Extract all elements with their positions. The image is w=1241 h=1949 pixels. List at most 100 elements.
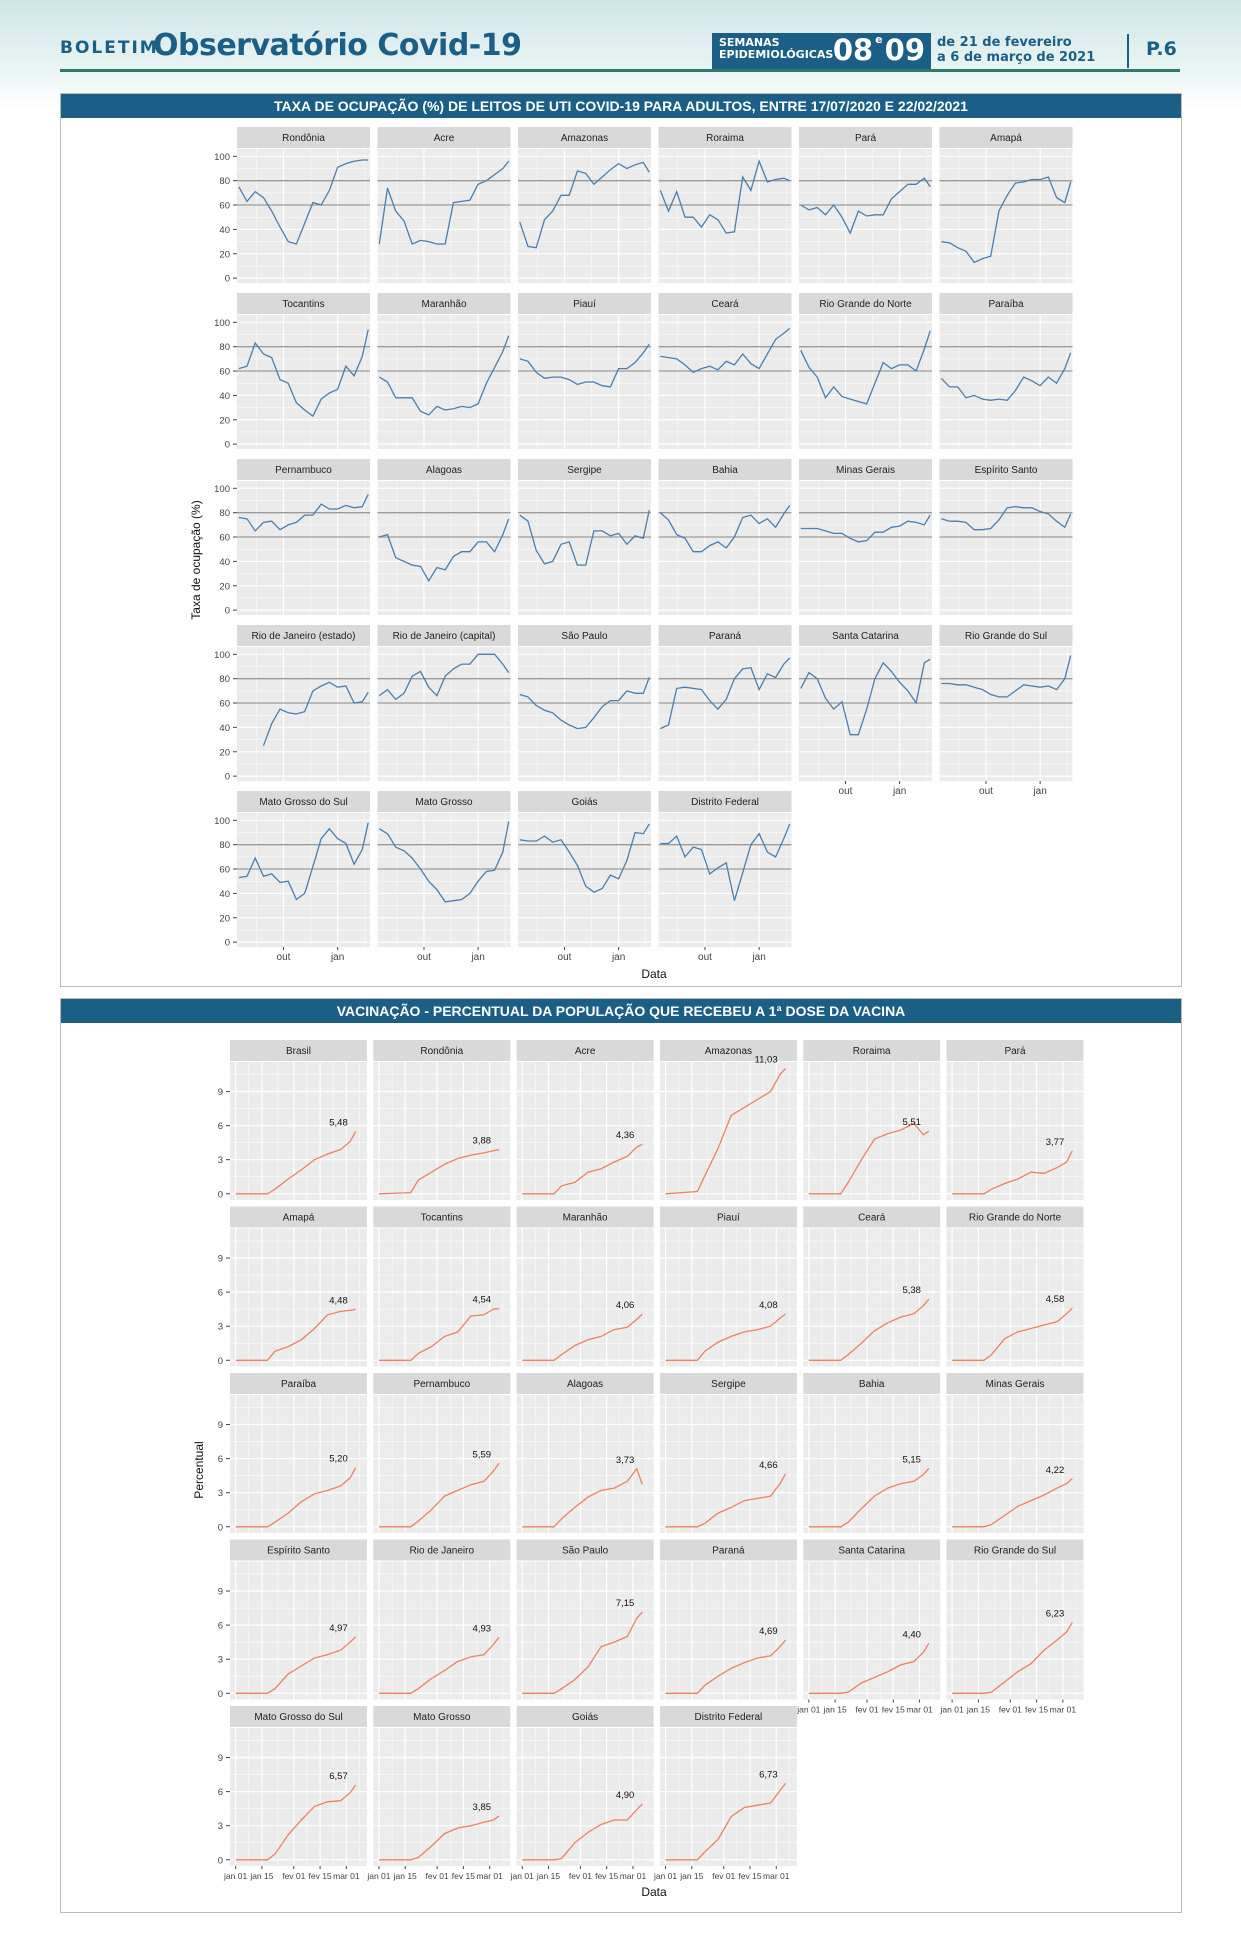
y-tick-label: 3 <box>218 1821 223 1832</box>
vaccination-panel-title: VACINAÇÃO - PERCENTUAL DA POPULAÇÃO QUE … <box>61 999 1181 1023</box>
facet-plot-area <box>518 149 651 283</box>
facet-strip <box>659 1539 797 1561</box>
facet-strip <box>939 293 1073 314</box>
x-tick-label: jan 01 <box>796 1705 820 1715</box>
facet-strip <box>377 293 511 314</box>
facet-plot-area <box>659 1728 797 1866</box>
header-title: Observatório Covid-19 <box>153 28 522 63</box>
data-label: 5,48 <box>329 1118 348 1129</box>
x-tick-label: jan <box>1032 786 1046 797</box>
series-line-par- <box>800 177 931 235</box>
x-tick-label: out <box>698 952 712 963</box>
facet-title: Goiás <box>571 797 597 808</box>
x-tick-label: fev 01 <box>855 1705 878 1715</box>
series-line-esp-rito-santo <box>941 505 1072 531</box>
facet-title: Piauí <box>573 299 596 310</box>
facet-strip <box>658 625 792 646</box>
facet-plot-area <box>799 315 932 449</box>
facet-plot-area <box>803 1395 941 1533</box>
y-tick-label: 0 <box>225 772 230 783</box>
series-line-santa-catarina <box>800 658 931 736</box>
data-label: 3,73 <box>616 1455 635 1466</box>
series-line-rond-nia <box>378 1149 500 1195</box>
facet-strip <box>803 1040 941 1061</box>
weeks-label-line1: SEMANAS <box>719 36 780 49</box>
y-tick-label: 0 <box>225 938 230 949</box>
facet-plot-area <box>946 1062 1084 1200</box>
y-tick-label: 9 <box>218 1420 223 1431</box>
data-label: 5,20 <box>329 1454 348 1465</box>
facet-strip <box>373 1040 511 1061</box>
y-tick-label: 40 <box>219 723 230 734</box>
y-tick-label: 6 <box>218 1121 223 1132</box>
facet-title: São Paulo <box>562 1546 609 1557</box>
y-tick-label: 9 <box>218 1753 223 1764</box>
series-line-para-ba <box>940 352 1072 401</box>
facet-strip <box>659 1040 797 1061</box>
facet-plot-area <box>939 481 1073 615</box>
facet-plot-area <box>946 1395 1084 1533</box>
x-tick-label: fev 15 <box>452 1871 475 1881</box>
facet-strip <box>516 1539 654 1561</box>
facet-strip <box>946 1040 1084 1061</box>
series-line-tocantins <box>378 1308 500 1361</box>
facet-title: Acre <box>575 1046 596 1057</box>
facet-strip <box>237 791 370 812</box>
x-tick-label: jan 15 <box>536 1871 560 1881</box>
facet-plot-area <box>939 647 1073 781</box>
page-number: P.6 <box>1146 38 1177 60</box>
y-axis-title: Taxa de ocupação (%) <box>189 500 203 619</box>
facet-strip <box>518 127 651 148</box>
facet-title: Distrito Federal <box>694 1712 762 1723</box>
facet-plot-area <box>373 1062 511 1200</box>
y-tick-label: 60 <box>219 533 230 544</box>
facet-strip <box>939 459 1073 480</box>
facet-plot-area <box>659 1561 797 1700</box>
facet-plot-area <box>230 1228 367 1367</box>
facet-plot-area <box>516 1395 654 1533</box>
y-tick-label: 80 <box>219 674 230 685</box>
x-tick-label: fev 15 <box>882 1705 905 1715</box>
facet-plot-area <box>373 1228 511 1367</box>
facet-title: Alagoas <box>567 1379 603 1390</box>
facet-title: Ceará <box>711 299 739 310</box>
facet-title: Pará <box>855 133 877 144</box>
data-label: 4,54 <box>473 1295 492 1306</box>
facet-title: Rio Grande do Sul <box>965 631 1047 642</box>
y-tick-label: 80 <box>219 342 230 353</box>
facet-strip <box>237 293 370 314</box>
facet-strip <box>518 459 651 480</box>
facet-strip <box>659 1206 797 1228</box>
facet-plot-area <box>518 481 651 615</box>
facet-title: Sergipe <box>567 465 602 476</box>
facet-plot-area <box>373 1728 511 1866</box>
series-line-maranh-o <box>378 335 510 416</box>
facet-plot-area <box>377 647 511 781</box>
facet-strip <box>373 1206 511 1228</box>
dates-line1: de 21 de fevereiro <box>937 35 1072 50</box>
facet-title: Espírito Santo <box>267 1546 330 1557</box>
series-line-s-o-paulo <box>519 677 650 730</box>
facet-title: Bahia <box>859 1379 885 1390</box>
x-tick-label: fev 15 <box>738 1871 761 1881</box>
series-line-minas-gerais <box>800 514 931 543</box>
facet-plot-area <box>377 315 511 449</box>
data-label: 4,90 <box>616 1790 635 1801</box>
y-tick-label: 9 <box>218 1254 223 1265</box>
facet-strip <box>518 791 651 812</box>
facet-strip <box>516 1706 654 1727</box>
series-line-sergipe <box>665 1473 787 1528</box>
y-tick-label: 100 <box>214 650 230 661</box>
y-tick-label: 60 <box>219 699 230 710</box>
facet-strip <box>377 459 511 480</box>
data-label: 4,36 <box>616 1130 635 1141</box>
facet-strip <box>946 1206 1084 1228</box>
series-line-paran- <box>660 657 791 730</box>
facet-strip <box>373 1706 511 1727</box>
facet-plot-area <box>803 1062 941 1200</box>
series-line-alagoas <box>522 1467 643 1528</box>
facet-plot-area <box>946 1561 1084 1700</box>
data-label: 4,66 <box>759 1460 778 1471</box>
facet-title: Piauí <box>717 1213 740 1224</box>
